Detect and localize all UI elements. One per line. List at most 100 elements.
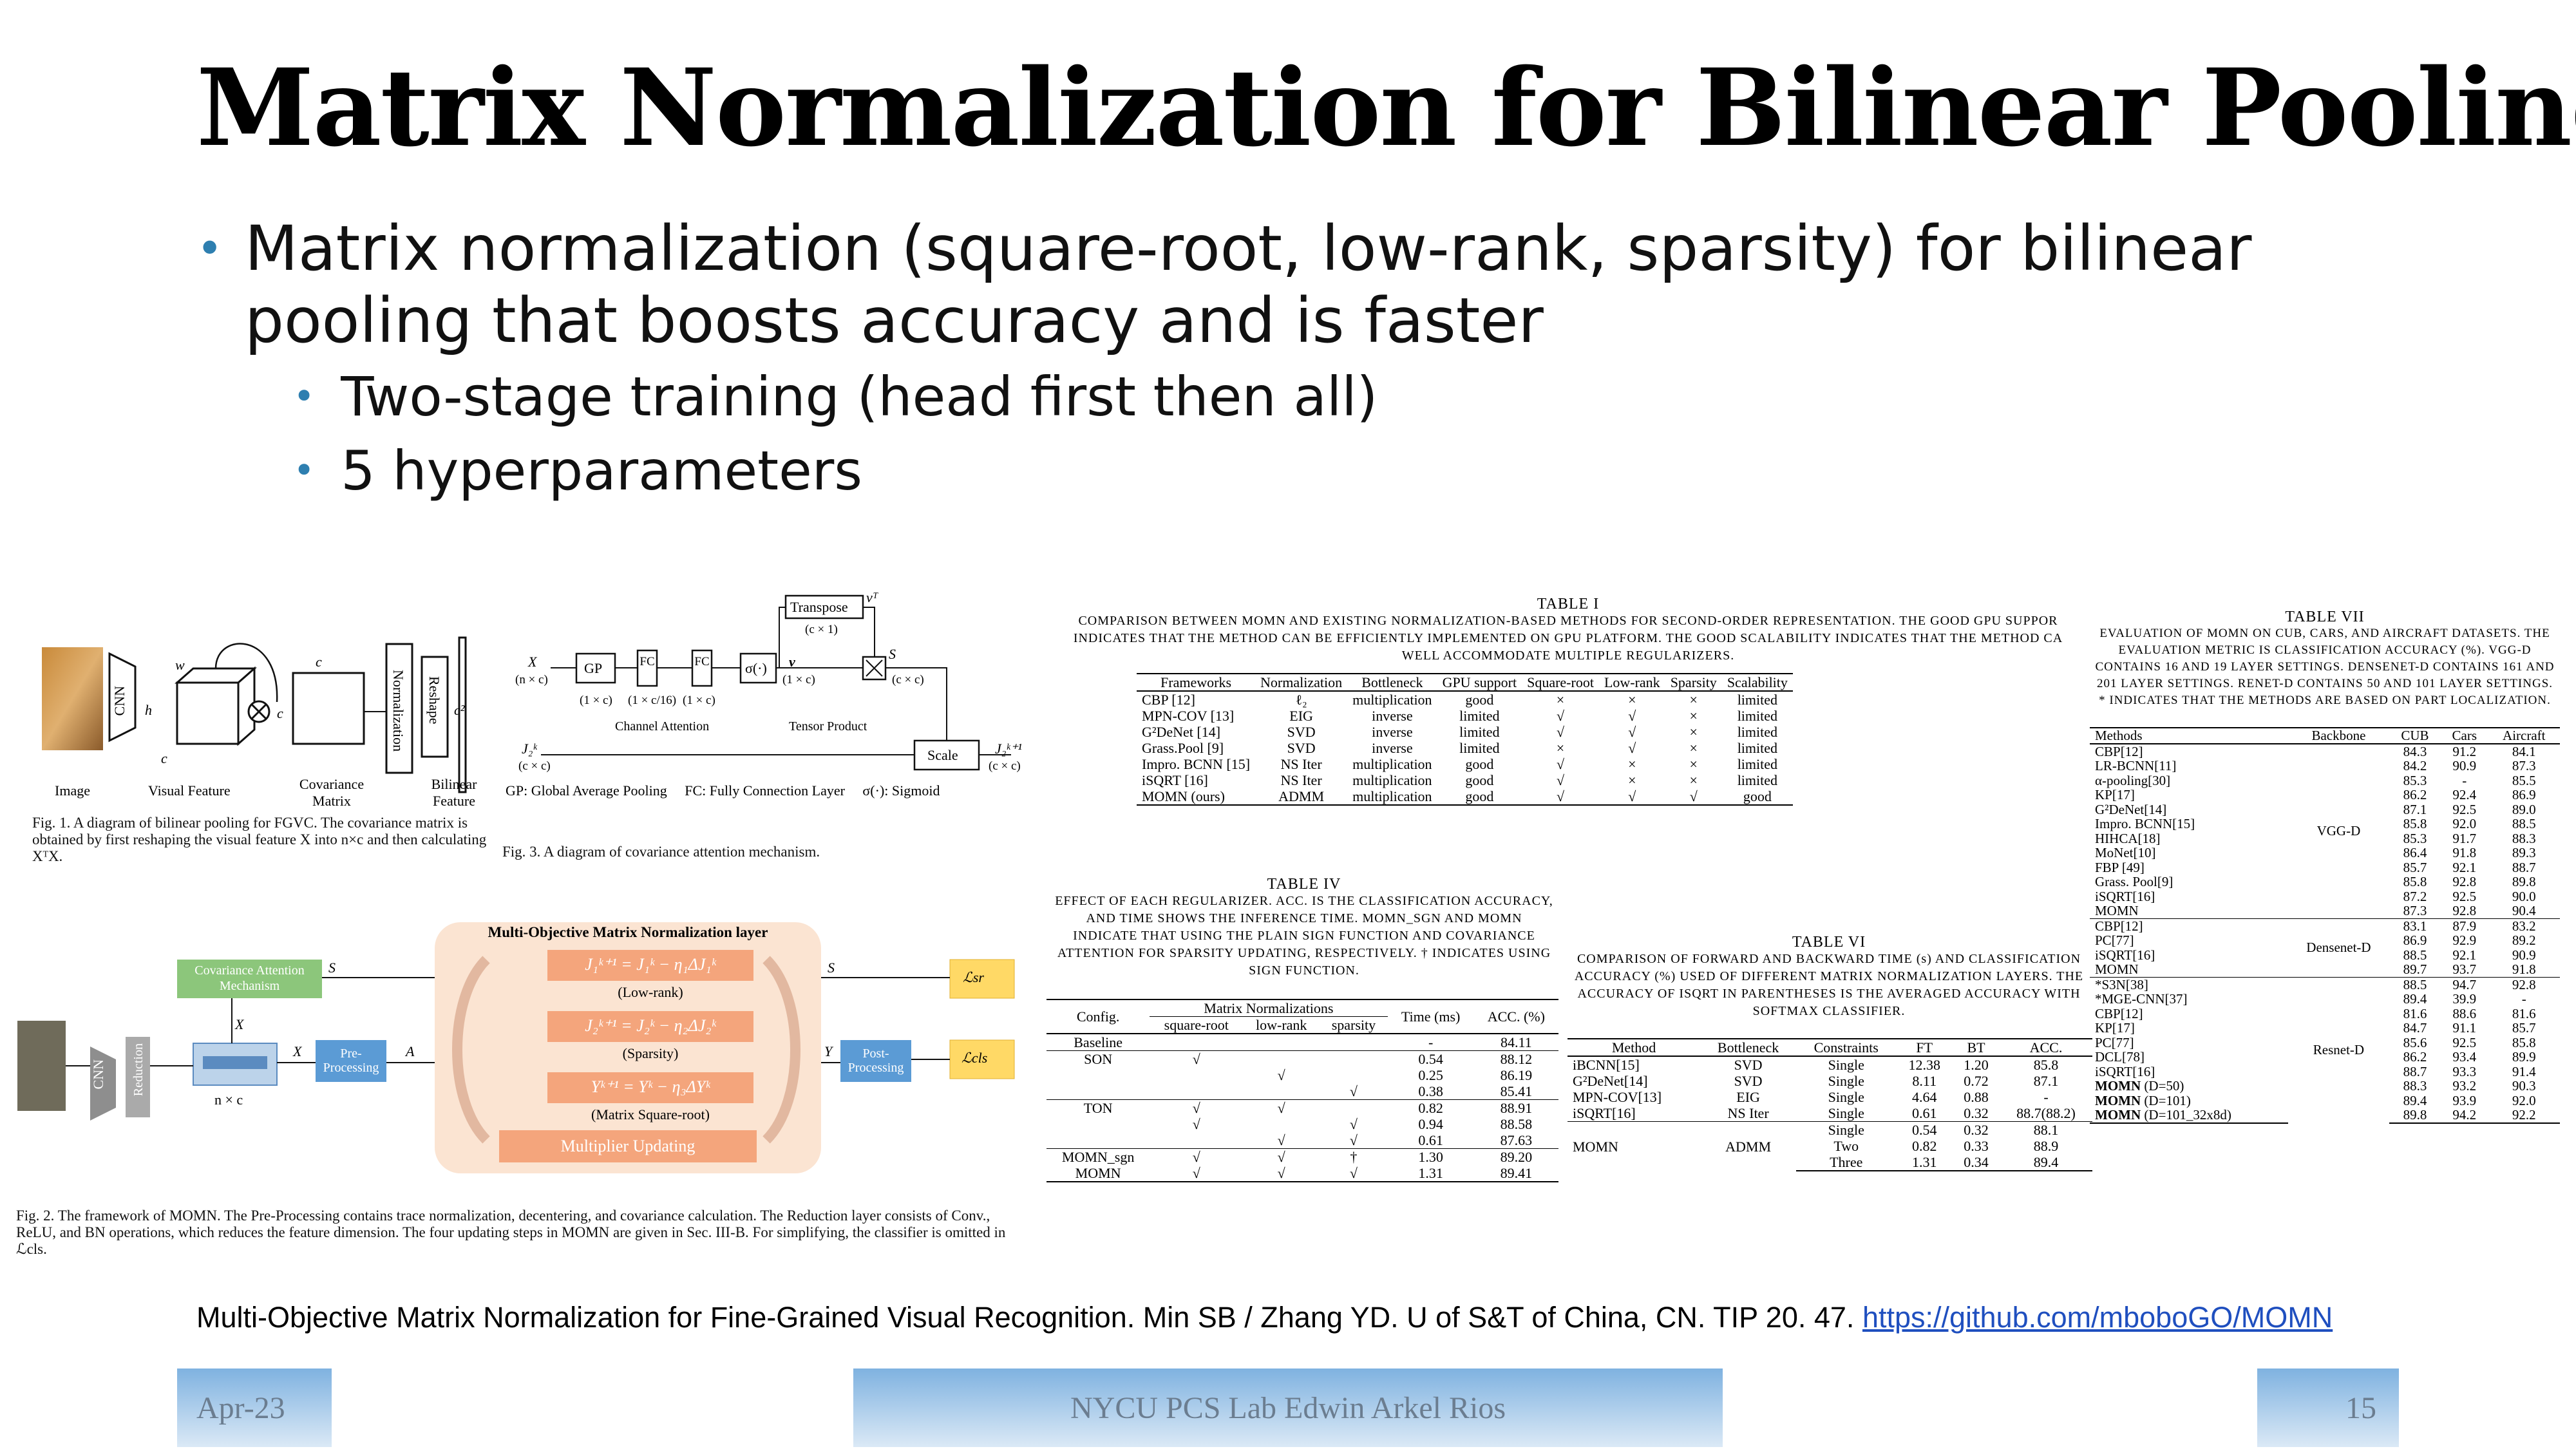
table-cell: √: [1243, 1148, 1320, 1165]
table-cell: SVD: [1734, 1057, 1763, 1073]
fig1-c: c: [161, 750, 167, 766]
table-cell: 0.54: [1387, 1050, 1474, 1067]
table-cell: √: [1628, 740, 1636, 756]
table-cell: 91.7: [2452, 830, 2477, 846]
table-cell: 88.3: [2403, 1078, 2427, 1094]
table-row: √ 0.25 86.19: [1046, 1067, 1558, 1083]
table-cell: [1150, 1132, 1243, 1149]
table-cell: ×: [1689, 740, 1698, 756]
table-cell: ×: [1689, 724, 1698, 740]
table-cell: 94.7: [2440, 976, 2488, 992]
fig3-d4: (1 × c): [782, 673, 815, 687]
table-header-cell: FT: [1896, 1038, 1953, 1057]
table-cell: 93.4: [2452, 1049, 2477, 1065]
fig2-post: Post-Processing: [848, 1046, 904, 1075]
table-cell: 0.54: [1896, 1121, 1953, 1138]
table-row: MPN-COV[13] EIG Single 4.64 0.88 -: [1567, 1089, 2092, 1105]
table-cell: 92.8: [2452, 874, 2477, 889]
fig3-sdim: (c × c): [892, 673, 924, 687]
table-header-cell: Cars: [2440, 727, 2488, 744]
table-cell: 90.9: [2452, 758, 2477, 773]
table-cell: 0.61: [1912, 1105, 1937, 1121]
table-header-cell: Scalability: [1721, 673, 1793, 692]
table-cell: √: [1556, 756, 1565, 772]
table-cell: MOMN: [1567, 1121, 1701, 1171]
table-cell: EIG: [1289, 708, 1313, 724]
table-header-row: square-root low-rank sparsity: [1046, 1016, 1558, 1034]
table-cell: √: [1598, 788, 1665, 806]
table-cell: 1.30: [1387, 1148, 1474, 1165]
table-cell: MoNet[10]: [2095, 845, 2156, 860]
table-row: Three 1.31 0.34 89.4: [1567, 1154, 2092, 1171]
table-cell: √: [1556, 724, 1565, 740]
table-header-cell: Bottleneck: [1700, 1038, 1797, 1057]
table-cell: √: [1150, 1050, 1244, 1067]
table-cell: ×: [1628, 692, 1636, 708]
table-cell: 88.5: [2403, 947, 2427, 963]
table-cell: ×: [1628, 756, 1636, 772]
table-cell: √: [1150, 1148, 1244, 1165]
table-cell: Grass. Pool[9]: [2095, 874, 2174, 889]
table-cell: 87.2: [2403, 888, 2427, 904]
table-cell: 91.8: [2452, 845, 2477, 860]
fig1-norm-label: Normalization: [390, 670, 406, 752]
table-cell: MOMN_sgn: [1046, 1148, 1150, 1165]
table-cell: ×: [1689, 756, 1698, 772]
table-cell: 12.38: [1908, 1057, 1941, 1073]
table-cell: 39.9: [2452, 991, 2477, 1007]
table-cell: √: [1522, 788, 1599, 806]
table-row: √ √ 0.61 87.63: [1046, 1132, 1558, 1149]
table-cell: 1.31: [1896, 1154, 1953, 1171]
table-cell: 4.64: [1912, 1089, 1937, 1105]
table-cell: 89.8: [2389, 1108, 2441, 1124]
table-cell: [1320, 1033, 1388, 1051]
table-header-row: Config. Matrix Normalizations Time (ms) ACC…: [1046, 999, 1558, 1034]
table-cell: 87.1: [2403, 801, 2427, 817]
table-row: Baseline -84.11: [1046, 1033, 1558, 1051]
table-cell: 92.4: [2452, 787, 2477, 802]
table-cell: -: [2521, 991, 2526, 1007]
table-6: Method Bottleneck Constraints FT BT ACC. iBCNN…: [1567, 1038, 2092, 1171]
table-cell: 0.25: [1418, 1067, 1443, 1083]
table-6-caption: COMPARISON OF FORWARD AND BACKWARD TIME …: [1574, 952, 2084, 1018]
reference-text: Multi-Objective Matrix Normalization for…: [196, 1301, 1855, 1334]
table-cell: 90.4: [2512, 903, 2536, 918]
table-cell: 88.58: [1500, 1116, 1533, 1132]
table-cell: 88.7: [2403, 1063, 2427, 1079]
table-row: CBP[12] 81.6 88.6 81.6: [2090, 1006, 2560, 1021]
table-row: Impro. BCNN[15] 85.8 92.0 88.5: [2090, 817, 2560, 831]
table-cell: KP[17]: [2095, 787, 2135, 802]
table-cell: √: [1628, 708, 1636, 724]
table-cell: 93.3: [2452, 1063, 2477, 1079]
reference-link[interactable]: https://github.com/mboboGO/MOMN: [1862, 1301, 2333, 1334]
table-cell: Three: [1796, 1154, 1897, 1171]
table-cell: inverse: [1372, 724, 1413, 740]
fig3-fc1: FC: [639, 655, 655, 668]
bullet-dot-icon: •: [196, 222, 223, 275]
fig2-eq2-label: (Sparsity): [622, 1045, 679, 1061]
table-cell: G²DeNet[14]: [1573, 1073, 1648, 1089]
table-cell: NS Iter: [1727, 1105, 1769, 1121]
table-cell: 92.5: [2452, 888, 2477, 904]
table-cell: √: [1349, 1132, 1358, 1148]
table-row: α-pooling[30] 85.3 - 85.5: [2090, 773, 2560, 788]
table-cell: 8.11: [1912, 1073, 1937, 1089]
table-row: G²DeNet[14] SVD Single 8.11 0.72 87.1: [1567, 1073, 2092, 1089]
table-header-cell: BT: [1953, 1038, 2000, 1057]
fig1-cnn-label: CNN: [111, 686, 128, 716]
table-row: iSQRT [16] NS Iter multiplication good √ × × li…: [1137, 772, 1793, 788]
table-row: √ √ 0.94 88.58: [1046, 1116, 1558, 1132]
table-row: TON √ √ 0.82 88.91: [1046, 1099, 1558, 1116]
table-cell: 91.8: [2512, 961, 2536, 977]
table-cell: SVD: [1734, 1073, 1763, 1089]
table-cell: 87.3: [2403, 903, 2427, 918]
fig3-sigma: σ(·): [745, 660, 767, 676]
footer-date: Apr-23: [177, 1368, 332, 1447]
table-row: iSQRT[16] NS Iter Single 0.61 0.32 88.7(88.2): [1567, 1105, 2092, 1122]
table-cell: 86.4: [2403, 845, 2427, 860]
table-header-cell: CUB: [2389, 727, 2441, 744]
table-cell: CBP [12]: [1142, 692, 1195, 708]
table-header-row: Frameworks Normalization Bottleneck GPU sup…: [1137, 673, 1793, 692]
table-cell: [1243, 1083, 1320, 1100]
table-cell: Single: [1828, 1089, 1864, 1105]
